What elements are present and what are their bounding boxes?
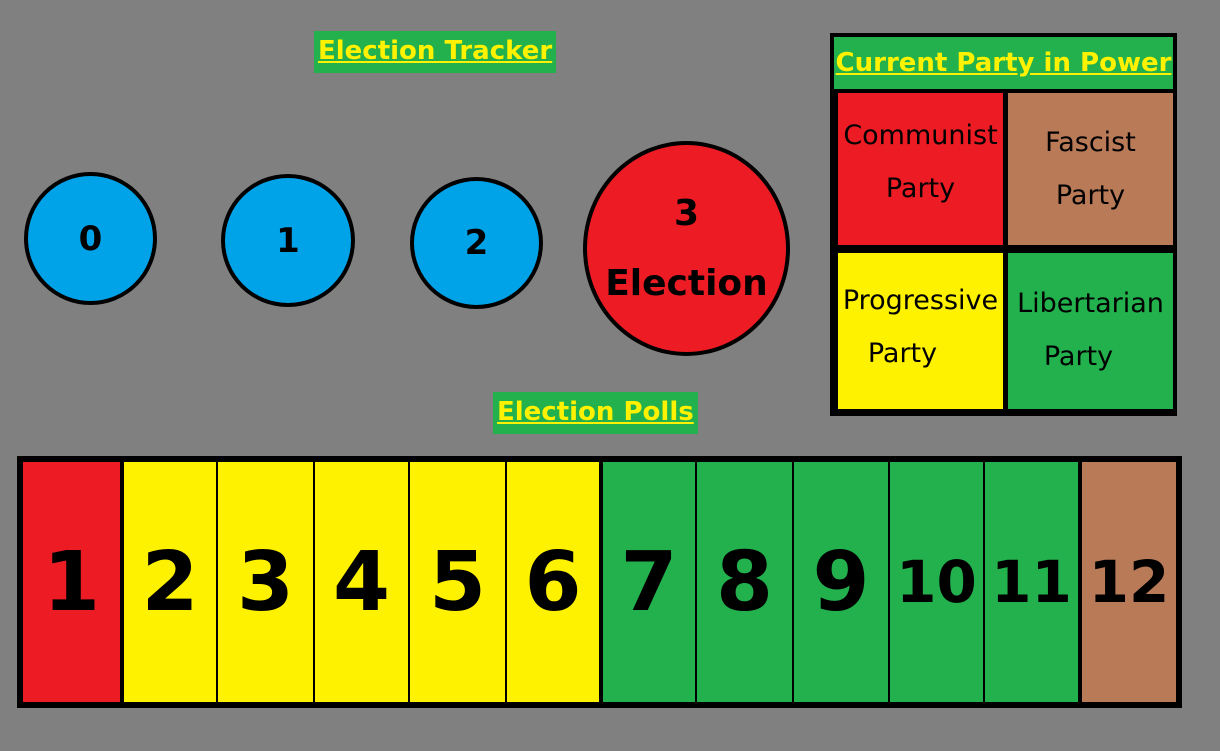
party-name-line1: Fascist <box>1045 127 1136 158</box>
tracker-step-label: Election <box>605 262 768 304</box>
election-tracker-title: Election Tracker <box>314 31 557 73</box>
poll-cell-label: 8 <box>715 534 774 630</box>
poll-cell-3[interactable]: 3 <box>218 462 313 702</box>
tracker-step-number: 1 <box>276 220 300 261</box>
poll-cell-label: 7 <box>620 534 678 630</box>
party-name-line2: Party <box>1055 180 1126 211</box>
tracker-step-number: 0 <box>78 218 103 259</box>
poll-cell-11[interactable]: 11 <box>985 462 1078 702</box>
tracker-step-number: 3 <box>673 192 700 234</box>
poll-cell-5[interactable]: 5 <box>410 462 505 702</box>
party-libertarian[interactable]: Libertarian Party <box>1008 253 1173 409</box>
current-party-panel: Current Party in Power Communist Party F… <box>830 33 1177 416</box>
poll-cell-label: 1 <box>42 534 101 630</box>
tracker-step-1[interactable]: 1 <box>221 174 355 307</box>
tracker-step-3-election[interactable]: 3 Election <box>583 141 790 356</box>
party-name-line2: Party <box>885 173 956 204</box>
party-name-line2: Party <box>867 338 938 369</box>
election-polls-title: Election Polls <box>493 392 698 434</box>
poll-cell-label: 3 <box>236 534 295 630</box>
election-polls-track: 1 2 3 4 5 6 7 8 9 10 11 12 <box>17 456 1182 708</box>
party-fascist[interactable]: Fascist Party <box>1008 93 1173 245</box>
party-name-line1: Communist <box>843 120 998 151</box>
poll-cell-label: 2 <box>141 534 199 630</box>
tracker-step-number: 2 <box>464 223 489 263</box>
party-progressive[interactable]: Progressive Party <box>838 253 1003 409</box>
poll-cell-10[interactable]: 10 <box>890 462 983 702</box>
party-name-line2: Party <box>1043 341 1114 372</box>
poll-cell-label: 4 <box>332 534 391 630</box>
poll-cell-1[interactable]: 1 <box>23 462 120 702</box>
party-name-line1: Progressive <box>842 285 999 316</box>
poll-cell-4[interactable]: 4 <box>315 462 408 702</box>
poll-cell-12[interactable]: 12 <box>1082 462 1176 702</box>
poll-cell-label: 10 <box>896 548 977 616</box>
poll-cell-label: 11 <box>991 548 1072 616</box>
poll-cell-6[interactable]: 6 <box>507 462 599 702</box>
tracker-step-2[interactable]: 2 <box>410 177 543 309</box>
tracker-step-0[interactable]: 0 <box>24 172 157 305</box>
current-party-title: Current Party in Power <box>834 37 1173 89</box>
poll-cell-label: 9 <box>812 534 870 630</box>
poll-cell-7[interactable]: 7 <box>603 462 695 702</box>
poll-cell-8[interactable]: 8 <box>697 462 792 702</box>
poll-cell-label: 5 <box>428 534 487 630</box>
party-name-line1: Libertarian <box>1017 288 1164 319</box>
party-communist[interactable]: Communist Party <box>838 93 1003 245</box>
poll-cell-label: 6 <box>524 534 582 630</box>
poll-cell-9[interactable]: 9 <box>794 462 888 702</box>
poll-cell-label: 12 <box>1088 548 1170 616</box>
poll-cell-2[interactable]: 2 <box>124 462 216 702</box>
